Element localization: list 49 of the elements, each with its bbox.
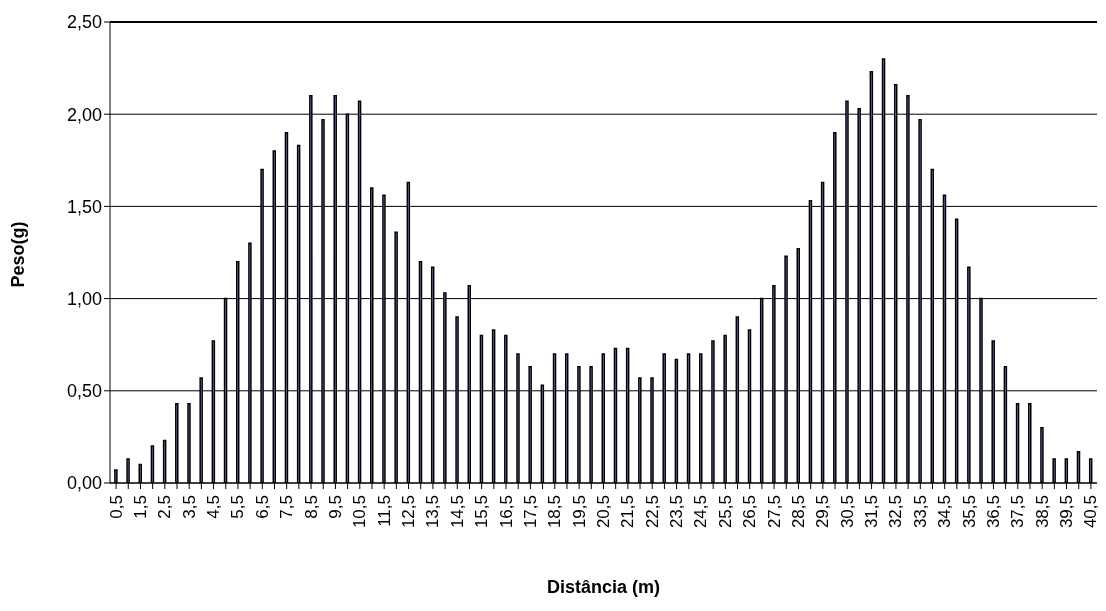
y-tick-label: 2,50 [66,12,102,33]
x-tick-label: 13,5 [423,495,443,529]
y-tick-label: 0,00 [66,473,102,494]
x-tick-label: 38,5 [1032,495,1052,529]
y-tick-label: 2,00 [66,104,102,125]
y-axis-title: Peso(g) [8,221,29,288]
x-tick-label: 24,5 [691,495,711,529]
y-tick-label: 0,50 [66,381,102,402]
x-tick-label: 0,5 [106,495,126,519]
x-tick-label: 15,5 [472,495,492,529]
x-tick-label: 4,5 [204,495,224,519]
x-tick-label: 37,5 [1008,495,1028,529]
x-tick-label: 29,5 [813,495,833,529]
x-tick-label: 40,5 [1081,495,1101,529]
x-tick-label: 16,5 [496,495,516,529]
x-tick-label: 39,5 [1057,495,1077,529]
x-tick-label: 28,5 [788,495,808,529]
x-tick-label: 6,5 [252,495,272,519]
x-tick-label: 34,5 [935,495,955,529]
x-tick-label: 33,5 [910,495,930,529]
x-tick-label: 23,5 [667,495,687,529]
x-tick-label: 20,5 [594,495,613,529]
x-tick-label: 11,5 [374,495,394,527]
x-tick-label: 9,5 [325,495,345,519]
x-tick-label: 12,5 [399,495,419,529]
x-tick-label: 19,5 [569,495,589,529]
x-tick-label: 26,5 [740,495,760,529]
x-tick-label: 17,5 [520,495,540,529]
x-axis-title: Distância (m) [546,577,661,597]
x-tick-label: 31,5 [862,495,882,529]
x-tick-label: 18,5 [545,495,565,529]
x-tick-label: 5,5 [228,495,248,519]
x-tick-label: 21,5 [618,495,638,529]
x-tick-label: 36,5 [983,495,1003,529]
x-tick-label: 1,5 [130,495,150,519]
x-tick-label: 35,5 [959,495,979,529]
x-tick-label: 27,5 [764,495,784,529]
x-tick-label: 10,5 [350,495,370,529]
x-tick-label: 22,5 [642,495,662,529]
x-tick-label: 30,5 [837,495,857,529]
y-tick-label: 1,00 [66,288,102,309]
x-tick-label: 3,5 [179,495,199,519]
x-tick-label: 32,5 [886,495,906,529]
x-tick-label: 8,5 [301,495,321,519]
x-tick-label: 7,5 [277,495,297,519]
x-tick-label: 2,5 [155,495,175,519]
y-tick-label: 1,50 [66,196,102,217]
x-tick-label: 14,5 [447,495,467,529]
x-tick-label: 25,5 [715,495,735,529]
